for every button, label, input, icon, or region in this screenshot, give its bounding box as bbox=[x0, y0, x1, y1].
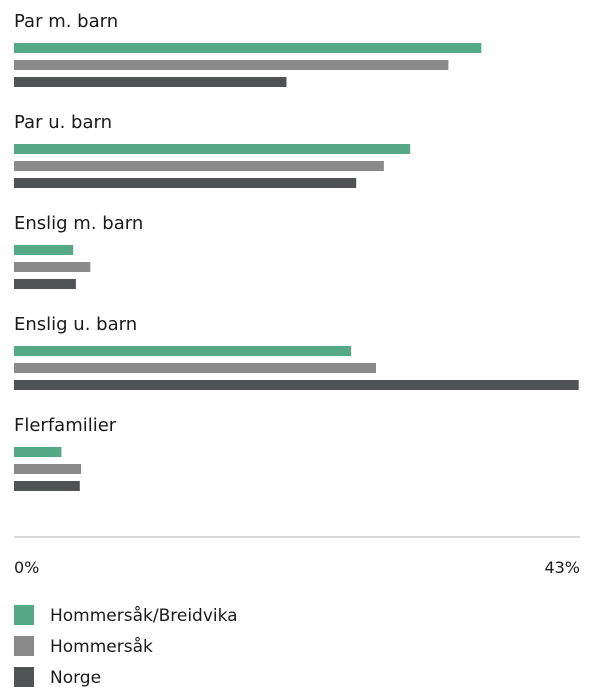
bar-hommersåk-breidvika bbox=[14, 43, 482, 53]
legend-item: Hommersåk bbox=[14, 636, 153, 657]
bar-group-par-m-barn: Par m. barn bbox=[14, 11, 482, 87]
category-label: Par m. barn bbox=[14, 11, 118, 32]
bar-group-enslig-m-barn: Enslig m. barn bbox=[14, 213, 143, 289]
bar-groups: Par m. barn Par u. barn Enslig m. barn Ensl… bbox=[14, 11, 579, 491]
bar-hommersåk-breidvika bbox=[14, 245, 74, 255]
bar-hommersåk bbox=[14, 161, 384, 171]
bar-hommersåk bbox=[14, 60, 449, 70]
legend-label: Norge bbox=[50, 668, 101, 688]
x-tick-label-min: 0% bbox=[14, 558, 39, 577]
category-label: Enslig u. barn bbox=[14, 314, 137, 335]
category-label: Par u. barn bbox=[14, 112, 112, 133]
legend-item: Norge bbox=[14, 667, 101, 688]
bar-group-flerfamilier: Flerfamilier bbox=[14, 415, 117, 491]
x-tick-label-max: 43% bbox=[544, 558, 580, 577]
category-label: Flerfamilier bbox=[14, 415, 117, 436]
bar-norge bbox=[14, 481, 80, 491]
bar-group-par-u-barn: Par u. barn bbox=[14, 112, 411, 188]
bar-norge bbox=[14, 279, 76, 289]
legend-item: Hommersåk/Breidvika bbox=[14, 605, 238, 626]
bar-hommersåk-breidvika bbox=[14, 346, 351, 356]
legend-label: Hommersåk/Breidvika bbox=[50, 605, 238, 626]
legend-swatch bbox=[14, 667, 34, 687]
bar-group-enslig-u-barn: Enslig u. barn bbox=[14, 314, 579, 390]
legend-swatch bbox=[14, 605, 34, 625]
bar-hommersåk bbox=[14, 363, 376, 373]
bar-hommersåk bbox=[14, 464, 82, 474]
bar-hommersåk bbox=[14, 262, 91, 272]
legend-label: Hommersåk bbox=[50, 636, 153, 657]
bar-norge bbox=[14, 380, 579, 390]
bar-hommersåk-breidvika bbox=[14, 144, 411, 154]
bar-hommersåk-breidvika bbox=[14, 447, 62, 457]
legend-swatch bbox=[14, 636, 34, 656]
category-label: Enslig m. barn bbox=[14, 213, 143, 234]
bar-norge bbox=[14, 178, 357, 188]
legend: Hommersåk/Breidvika Hommersåk Norge bbox=[14, 605, 238, 688]
bar-norge bbox=[14, 77, 287, 87]
